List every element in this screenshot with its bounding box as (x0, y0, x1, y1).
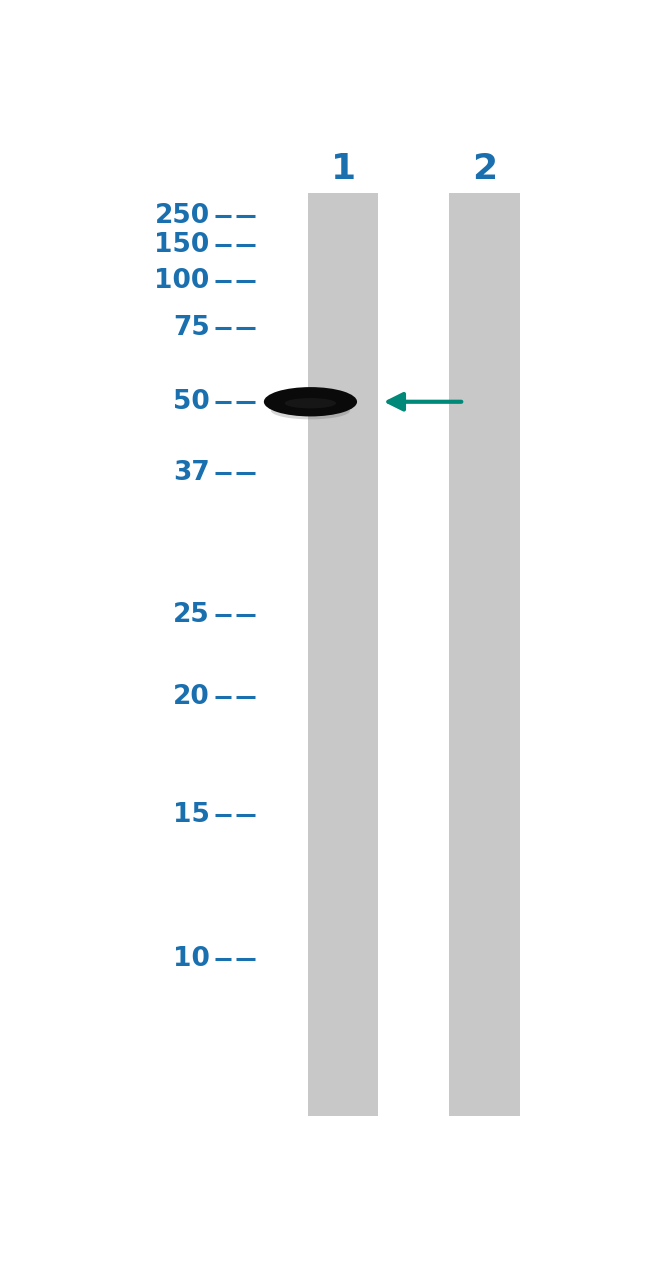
Text: 10: 10 (173, 946, 210, 972)
Bar (449, 193, 519, 1115)
Text: 75: 75 (173, 315, 210, 342)
Ellipse shape (285, 398, 336, 409)
Text: 25: 25 (173, 602, 210, 627)
Text: 37: 37 (173, 460, 210, 486)
Text: 1: 1 (331, 151, 356, 185)
Ellipse shape (271, 401, 350, 419)
Text: 20: 20 (173, 685, 210, 710)
Text: 50: 50 (173, 389, 210, 415)
Text: 15: 15 (173, 803, 210, 828)
Text: 2: 2 (472, 151, 497, 185)
Text: 150: 150 (155, 232, 210, 258)
Ellipse shape (264, 387, 357, 417)
Text: 100: 100 (155, 268, 210, 295)
Text: 250: 250 (155, 203, 210, 229)
Bar (308, 193, 378, 1115)
